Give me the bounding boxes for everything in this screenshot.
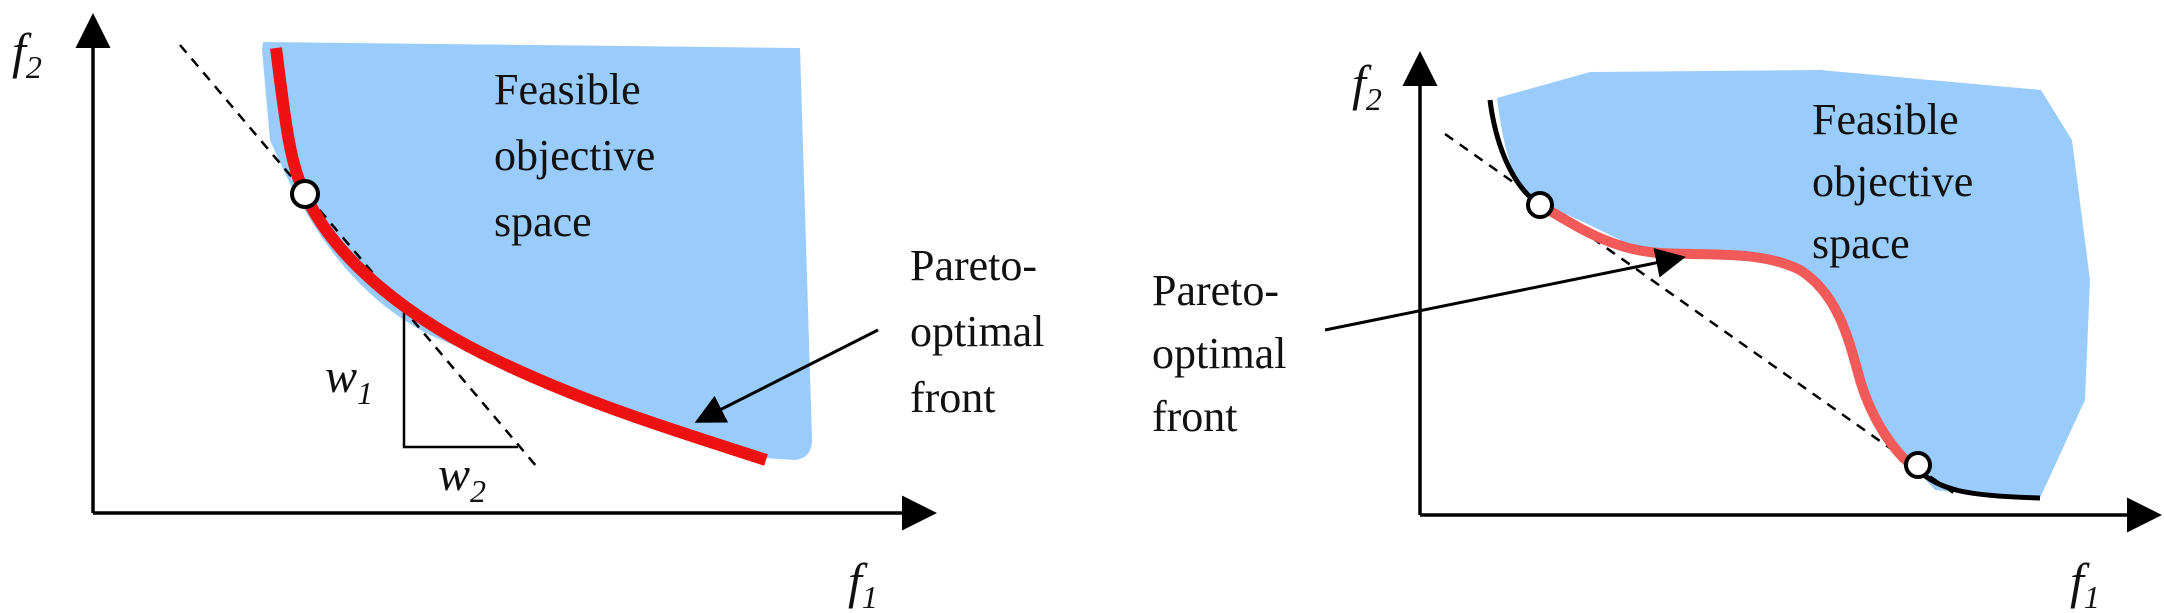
right-pareto-front xyxy=(1537,200,1921,475)
left-feasible-label: Feasible objective space xyxy=(494,65,666,246)
left-weight-triangle xyxy=(402,310,518,449)
left-weight-w1-label: w1 xyxy=(325,350,373,411)
left-weight-w2-label: w2 xyxy=(438,448,486,509)
right-tangent-point-lower xyxy=(1904,451,1932,479)
right-y-axis-label: f2 xyxy=(1352,55,1382,117)
left-x-axis-label: f1 xyxy=(848,553,878,613)
left-panel: f2 f1 w1 w2 Feasible objective space Par… xyxy=(12,13,1055,613)
right-pointer-arrow xyxy=(1324,248,1686,332)
right-tangent-point-upper xyxy=(1526,191,1554,219)
right-tangent-line xyxy=(1444,132,1956,496)
left-tangent-line xyxy=(179,44,538,468)
left-tangent-point xyxy=(290,179,320,209)
right-x-axis-label: f1 xyxy=(2070,553,2100,613)
right-feasible-label: Feasible objective space xyxy=(1812,95,1984,268)
left-pointer-arrow xyxy=(694,328,879,423)
right-panel: f2 f1 Feasible objective space Pareto- o… xyxy=(1152,51,2162,613)
left-pareto-label: Pareto- optimal front xyxy=(910,241,1055,422)
left-feasible-region xyxy=(262,42,812,460)
left-pareto-front xyxy=(270,47,768,466)
right-feasible-region xyxy=(1497,70,2090,498)
left-y-axis-label: f2 xyxy=(12,23,42,85)
right-pareto-label: Pareto- optimal front xyxy=(1152,266,1297,441)
